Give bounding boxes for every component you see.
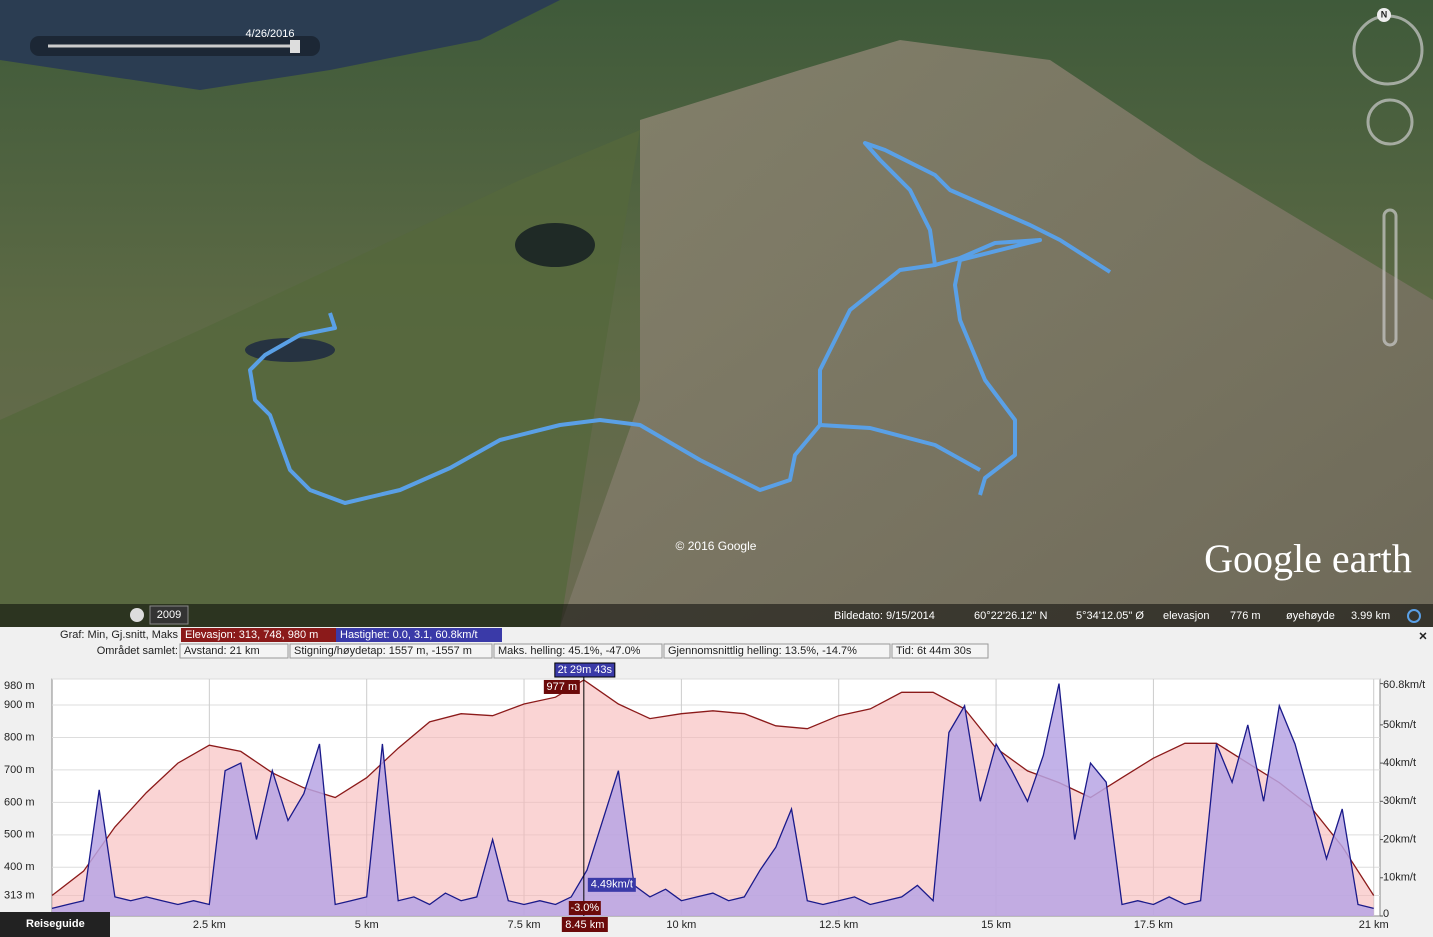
summary-item: Avstand: 21 km: [184, 645, 260, 657]
track-line: [248, 141, 1112, 505]
x-tick-label: 17.5 km: [1134, 919, 1173, 931]
slope: [0, 130, 640, 627]
cursor-speed: 4.49km/t: [591, 879, 633, 891]
x-tick-label: 12.5 km: [819, 919, 858, 931]
x-tick-label: 5 km: [355, 919, 379, 931]
y2-tick-label: 0: [1383, 908, 1389, 920]
slider-handle[interactable]: [290, 40, 300, 53]
track-line: [934, 238, 1042, 496]
look-control[interactable]: [1366, 98, 1414, 146]
y2-tick-label: 40km/t: [1383, 757, 1416, 769]
cursor-elevation: 977 m: [547, 681, 578, 693]
reiseguide-button[interactable]: Reiseguide: [26, 918, 85, 930]
series-line: [51, 683, 1374, 910]
y-tick-label: 980 m: [4, 680, 35, 692]
latitude: 60°22'26.12" N: [974, 610, 1047, 622]
series-area: [52, 683, 1374, 916]
loading-icon: [1407, 609, 1421, 623]
compass-n: [1377, 8, 1391, 22]
slider-date: 4/26/2016: [246, 28, 295, 40]
cursor-elevation-box: [543, 679, 580, 694]
series-line: [51, 679, 1375, 897]
status-bar: [0, 604, 1433, 627]
copyright: © 2016 Google: [676, 539, 757, 553]
y2-tick-label: 50km/t: [1383, 719, 1416, 731]
y-tick-label: 800 m: [4, 731, 35, 743]
cursor-time-box: [554, 662, 616, 678]
gps-track: [248, 141, 1112, 505]
summary-box: [663, 643, 891, 659]
y2-tick-label: 60.8km/t: [1383, 679, 1425, 691]
eye-altitude-label: øyehøyde: [1286, 610, 1335, 622]
logo: Google earth: [1204, 536, 1412, 581]
year-badge: 2009: [157, 609, 181, 621]
elevation-label: elevasjon: [1163, 610, 1209, 622]
summary-item: Gjennomsnittlig helling: 13.5%, -14.7%: [668, 645, 857, 657]
compass-label: N: [1381, 9, 1388, 19]
track-line: [819, 423, 981, 472]
summary-box: [891, 643, 989, 659]
lake: [245, 338, 335, 362]
cursor-x-box: [561, 917, 608, 932]
x-tick-label: 21 km: [1359, 919, 1389, 931]
map-view[interactable]: 4/26/2016 N © 2016 Google Google earth 2…: [0, 0, 1433, 627]
y-tick-label: 900 m: [4, 699, 35, 711]
reiseguide-button-bg[interactable]: [0, 912, 110, 937]
legend-entry: Elevasjon: 313, 748, 980 m: [185, 629, 318, 641]
y2-tick-label: 10km/t: [1383, 872, 1416, 884]
x-tick-label: 7.5 km: [508, 919, 541, 931]
longitude: 5°34'12.05" Ø: [1076, 610, 1144, 622]
legend-box: [336, 628, 502, 642]
elevation: 776 m: [1230, 610, 1261, 622]
x-tick-label: 15 km: [981, 919, 1011, 931]
summary-box: [493, 643, 663, 659]
cursor-x: 8.45 km: [565, 919, 604, 931]
y2-tick-label: 20km/t: [1383, 833, 1416, 845]
cursor-slope-box: [568, 901, 601, 915]
legend-box: [181, 628, 336, 642]
graph-label: Graf: Min, Gj.snitt, Maks: [60, 629, 178, 641]
close-button[interactable]: ×: [1419, 628, 1427, 644]
summary-box: [179, 643, 289, 659]
y-tick-label: 313 m: [4, 889, 35, 901]
cursor-speed-box: [587, 877, 636, 892]
lake: [515, 223, 595, 267]
summary-box: [289, 643, 493, 659]
y2-tick-label: 30km/t: [1383, 795, 1416, 807]
eye-altitude: 3.99 km: [1351, 610, 1390, 622]
image-date: Bildedato: 9/15/2014: [834, 610, 935, 622]
summary-item: Stigning/høydetap: 1557 m, -1557 m: [294, 645, 472, 657]
y-tick-label: 500 m: [4, 829, 35, 841]
summary-item: Maks. helling: 45.1%, -47.0%: [498, 645, 641, 657]
legend-entry: Hastighet: 0.0, 3.1, 60.8km/t: [340, 629, 478, 641]
area-label: Området samlet:: [97, 645, 178, 657]
mountain: [560, 40, 1433, 627]
x-tick-label: 10 km: [666, 919, 696, 931]
history-icon[interactable]: [130, 608, 144, 622]
zoom-slider[interactable]: [1382, 208, 1398, 347]
x-tick-label: 2.5 km: [193, 919, 226, 931]
year-badge-box[interactable]: [149, 605, 189, 625]
cursor-time: 2t 29m 43s: [558, 664, 613, 676]
summary-item: Tid: 6t 44m 30s: [896, 645, 972, 657]
y-tick-label: 700 m: [4, 764, 35, 776]
y-tick-label: 600 m: [4, 796, 35, 808]
cursor-slope: -3.0%: [570, 902, 599, 914]
y-tick-label: 400 m: [4, 861, 35, 873]
